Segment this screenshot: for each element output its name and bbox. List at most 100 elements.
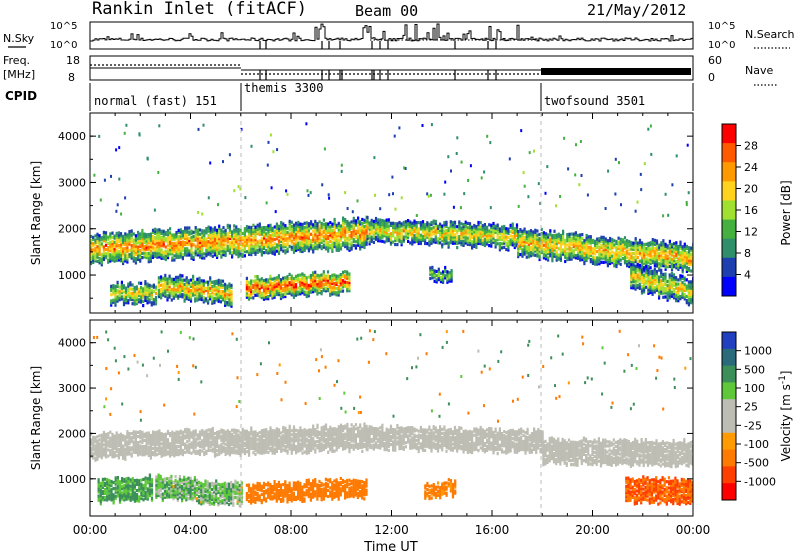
data-cell xyxy=(566,255,569,260)
data-cell xyxy=(295,223,298,227)
data-cell xyxy=(164,251,167,255)
data-cell xyxy=(409,220,412,224)
data-cell xyxy=(277,249,281,253)
data-cell xyxy=(428,226,431,230)
data-cell xyxy=(241,244,244,248)
data-cell xyxy=(132,257,135,261)
data-cell xyxy=(604,241,607,245)
data-cell xyxy=(354,240,357,244)
data-cell xyxy=(277,224,281,228)
data-cell xyxy=(129,283,132,287)
data-cell xyxy=(494,245,497,249)
data-cell xyxy=(471,244,474,248)
data-cell xyxy=(211,297,214,301)
data-cell xyxy=(662,264,665,268)
data-cell xyxy=(124,443,127,447)
data-cell xyxy=(147,258,150,262)
data-cell xyxy=(184,249,187,253)
data-cell xyxy=(411,234,414,238)
data-cell xyxy=(602,250,605,254)
data-cell xyxy=(110,286,113,290)
data-cell xyxy=(316,282,319,286)
data-cell xyxy=(521,242,524,246)
data-cell xyxy=(681,268,684,272)
data-cell xyxy=(460,228,463,232)
data-cell xyxy=(404,232,407,236)
data-cell xyxy=(532,249,535,253)
data-cell xyxy=(130,233,133,237)
data-cell xyxy=(488,237,491,241)
data-cell xyxy=(139,257,142,261)
data-cell xyxy=(453,224,457,229)
data-cell xyxy=(307,226,310,230)
data-cell xyxy=(643,251,646,255)
data-cell xyxy=(109,232,112,236)
data-cell xyxy=(100,454,103,458)
data-cell xyxy=(128,446,131,450)
data-cell xyxy=(271,296,274,300)
data-cell xyxy=(301,231,304,235)
data-cell xyxy=(151,239,155,243)
data-cell xyxy=(152,283,155,287)
data-cell xyxy=(254,252,257,256)
data-cell xyxy=(357,243,360,247)
data-cell xyxy=(475,239,478,243)
data-cell xyxy=(626,255,629,259)
data-cell xyxy=(275,237,278,241)
data-cell xyxy=(171,246,174,250)
data-cell xyxy=(653,261,656,265)
data-cell xyxy=(327,249,330,253)
data-cell xyxy=(119,234,123,238)
data-cell xyxy=(394,222,397,226)
data-cell xyxy=(354,231,357,235)
freq-tick-top: 18 xyxy=(66,54,80,67)
data-cell xyxy=(109,234,112,238)
data-cell xyxy=(200,287,203,291)
scatter-cell xyxy=(115,209,118,213)
data-cell xyxy=(513,235,516,239)
data-cell xyxy=(90,259,93,264)
data-cell xyxy=(658,247,661,251)
data-cell xyxy=(658,266,661,270)
data-cell xyxy=(126,450,129,454)
data-cell xyxy=(398,235,401,239)
data-cell xyxy=(118,293,121,298)
data-cell xyxy=(544,236,548,240)
data-cell xyxy=(156,247,159,251)
data-cell xyxy=(339,243,343,247)
data-cell xyxy=(335,236,338,240)
data-cell xyxy=(132,246,135,251)
data-cell xyxy=(594,256,597,260)
data-cell xyxy=(549,243,552,247)
data-cell xyxy=(344,234,347,238)
data-cell xyxy=(400,230,403,234)
data-cell xyxy=(133,287,136,292)
data-cell xyxy=(398,225,401,229)
data-cell xyxy=(146,286,149,290)
data-cell xyxy=(596,260,599,264)
data-cell xyxy=(333,222,336,226)
data-cell xyxy=(649,257,652,261)
data-cell xyxy=(374,229,378,233)
data-cell xyxy=(215,298,218,302)
data-cell xyxy=(673,248,676,252)
data-cell xyxy=(113,259,116,263)
data-cell xyxy=(269,240,272,244)
data-cell xyxy=(305,284,308,288)
data-cell xyxy=(451,225,454,229)
data-cell xyxy=(107,246,110,250)
data-cell xyxy=(346,274,349,278)
data-cell xyxy=(453,235,457,239)
data-cell xyxy=(344,282,347,286)
scatter-cell xyxy=(340,169,343,173)
data-cell xyxy=(119,250,123,254)
data-cell xyxy=(260,238,263,242)
data-cell xyxy=(107,241,110,246)
data-cell xyxy=(352,216,355,220)
data-cell xyxy=(641,258,644,262)
data-cell xyxy=(400,239,403,243)
data-cell xyxy=(335,244,338,248)
data-cell xyxy=(544,257,548,261)
data-cell xyxy=(421,230,425,234)
data-cell xyxy=(681,253,684,257)
